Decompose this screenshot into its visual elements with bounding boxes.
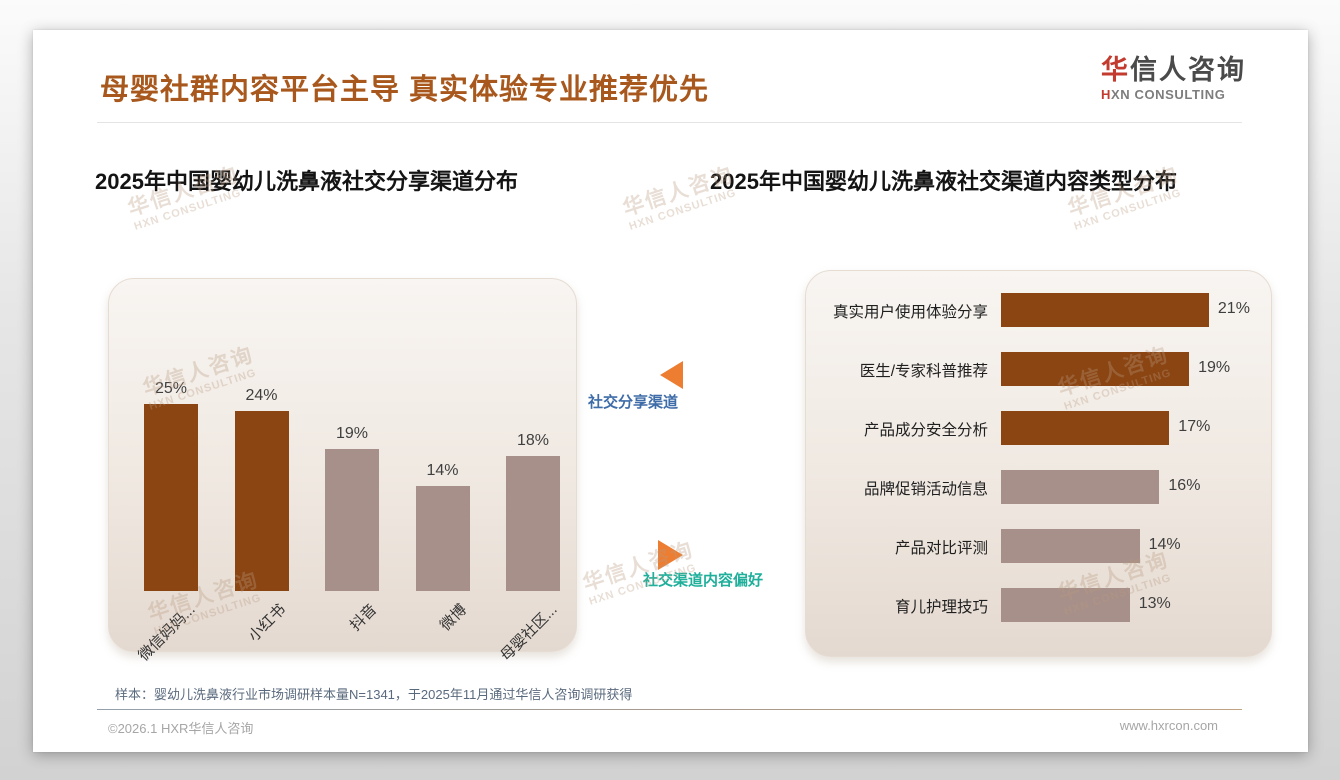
- arrow-left-icon: [660, 361, 683, 389]
- arrow-right-icon: [658, 540, 683, 570]
- bar-抖音: [325, 448, 379, 591]
- page-title: 母婴社群内容平台主导 真实体验专业推荐优先: [100, 74, 710, 106]
- bar-value-label: 19%: [1198, 359, 1231, 376]
- category-label: 品牌促销活动信息: [863, 481, 988, 498]
- bar-value-label: 19%: [335, 424, 369, 442]
- bar-value-label: 24%: [245, 387, 278, 404]
- share-channel-plot: 25% 微信妈妈... 24% 小红书 19% 抖音 14% 微博 18% 母婴社区...: [109, 279, 576, 665]
- bar-value-label: 16%: [1168, 477, 1201, 494]
- bar-value-label: 17%: [1178, 418, 1211, 435]
- content-preference-tag: 社交渠道内容偏好: [643, 572, 764, 589]
- bar-微信妈妈...: [144, 403, 198, 591]
- bar-value-label: 21%: [1217, 300, 1250, 317]
- bar-value-label: 14%: [1148, 536, 1181, 553]
- logo-en-accent: H: [1101, 86, 1111, 102]
- category-label: 产品成分安全分析: [863, 422, 988, 439]
- bar-品牌促销活动信息: [1001, 470, 1160, 504]
- bar-value-label: 18%: [516, 432, 550, 449]
- x-axis-label: 抖音: [346, 601, 381, 635]
- category-label: 真实用户使用体验分享: [832, 304, 988, 321]
- logo-english-text: HXN CONSULTING: [1101, 86, 1246, 102]
- bar-小红书: [234, 411, 289, 591]
- bar-value-label: 13%: [1138, 595, 1171, 612]
- content-type-chart-panel: 真实用户使用体验分享 21% 医生/专家科普推荐 19% 产品成分安全分析 17% 品牌促销…: [805, 270, 1272, 657]
- logo-en-rest: XN CONSULTING: [1111, 86, 1226, 102]
- x-axis-label: 母婴社区...: [497, 601, 562, 665]
- bar-微博: [415, 486, 470, 591]
- copyright-text: ©2026.1 HXR华信人咨询: [108, 721, 254, 736]
- logo-rest-chars: 信人咨询: [1130, 55, 1246, 85]
- category-label: 产品对比评测: [894, 540, 988, 557]
- company-logo: 华信人咨询 HXN CONSULTING: [1101, 55, 1246, 102]
- header-divider: [97, 122, 1242, 123]
- bar-育儿护理技巧: [1001, 588, 1130, 622]
- logo-chinese-text: 华信人咨询: [1101, 55, 1246, 86]
- share-channel-tag: 社交分享渠道: [588, 394, 679, 411]
- x-axis-label: 小红书: [245, 601, 290, 645]
- x-axis-label: 微信妈妈...: [135, 601, 200, 665]
- share-channel-chart-panel: 25% 微信妈妈... 24% 小红书 19% 抖音 14% 微博 18% 母婴社区...: [108, 278, 577, 665]
- sample-footnote: 样本：婴幼儿洗鼻液行业市场调研样本量N=1341，于2025年11月通过华信人咨…: [115, 687, 633, 702]
- bar-产品对比评测: [1001, 529, 1140, 563]
- website-url: www.hxrcon.com: [1119, 718, 1218, 733]
- left-chart-title: 2025年中国婴幼儿洗鼻液社交分享渠道分布: [95, 169, 518, 194]
- bar-母婴社区...: [506, 456, 560, 591]
- bar-医生/专家科普推荐: [1001, 352, 1190, 386]
- category-label: 医生/专家科普推荐: [859, 363, 988, 380]
- logo-accent-char: 华: [1101, 55, 1130, 85]
- content-type-plot: 真实用户使用体验分享 21% 医生/专家科普推荐 19% 产品成分安全分析 17% 品牌促销…: [806, 271, 1271, 656]
- bar-真实用户使用体验分享: [1001, 293, 1209, 327]
- bar-产品成分安全分析: [1001, 411, 1170, 445]
- bar-value-label: 14%: [426, 462, 459, 479]
- report-slide: 母婴社群内容平台主导 真实体验专业推荐优先 华信人咨询 HXN CONSULTI…: [33, 30, 1308, 752]
- right-chart-title: 2025年中国婴幼儿洗鼻液社交渠道内容类型分布: [710, 169, 1177, 194]
- footer-divider: [97, 709, 1242, 710]
- bar-value-label: 25%: [154, 379, 188, 397]
- x-axis-label: 微博: [437, 601, 471, 635]
- category-label: 育儿护理技巧: [894, 599, 988, 616]
